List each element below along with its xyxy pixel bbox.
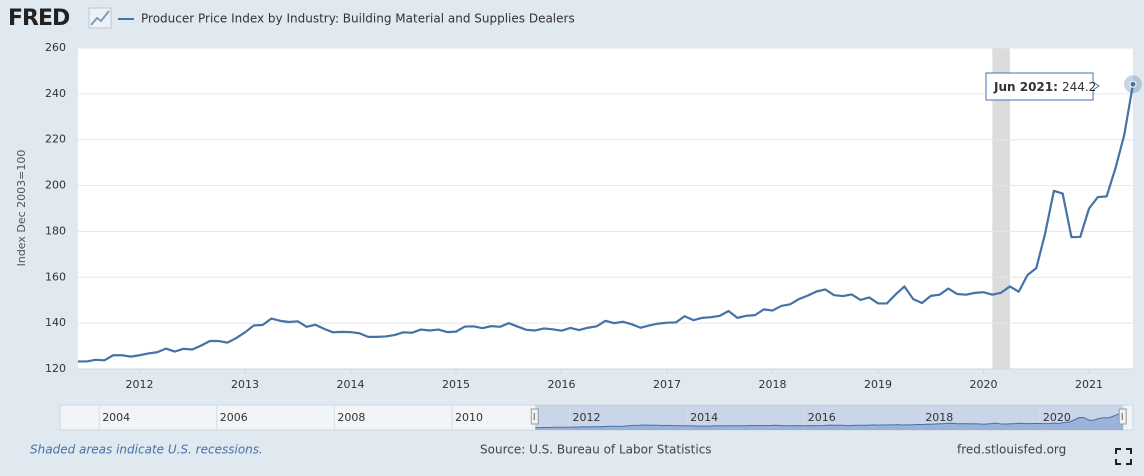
navigator-tick-label: 2006	[220, 411, 248, 424]
navigator-tick-label: 2016	[808, 411, 836, 424]
recession-note: Shaded areas indicate U.S. recessions.	[30, 443, 263, 457]
tooltip-value: 244.2	[1062, 80, 1096, 94]
tooltip-text: Jun 2021: 244.2	[993, 80, 1096, 94]
navigator-tick-label: 2012	[573, 411, 601, 424]
y-tick-label: 220	[45, 133, 66, 146]
x-tick-label: 2019	[864, 378, 892, 391]
x-tick-label: 2015	[442, 378, 470, 391]
plot-area	[78, 48, 1133, 369]
x-tick-label: 2018	[759, 378, 787, 391]
logo: FRED	[8, 6, 70, 31]
hover-point	[1129, 80, 1137, 88]
x-tick-label: 2016	[548, 378, 576, 391]
navigator-tick-label: 2004	[102, 411, 130, 424]
navigator: 2004 2006 2008 2010 2012 2014 2016 2018 2020	[59, 404, 1134, 431]
fullscreen-icon[interactable]	[1115, 448, 1132, 465]
x-tick-label: 2020	[970, 378, 998, 391]
navigator-line	[535, 410, 1124, 429]
legend-label: Producer Price Index by Industry: Buildi…	[141, 12, 575, 26]
navigator-tick-label: 2018	[925, 411, 953, 424]
x-tick-label: 2012	[126, 378, 154, 391]
data-line	[78, 84, 1135, 363]
x-tick-label: 2021	[1075, 378, 1103, 391]
navigator-tick-label: 2014	[690, 411, 718, 424]
y-tick-label: 120	[45, 362, 66, 375]
x-tick-label: 2013	[231, 378, 259, 391]
y-tick-label: 160	[45, 270, 66, 283]
navigator-area	[535, 411, 1124, 430]
x-tick-label: 2017	[653, 378, 681, 391]
site: fred.stlouisfed.org	[957, 443, 1066, 457]
tooltip-label: Jun 2021:	[993, 80, 1058, 94]
x-tick-label: 2014	[337, 378, 365, 391]
navigator-tick-label: 2008	[337, 411, 365, 424]
y-tick-label: 240	[45, 87, 66, 100]
navigator-tick-label: 2010	[455, 411, 483, 424]
y-tick-label: 140	[45, 316, 66, 329]
source: Source: U.S. Bureau of Labor Statistics	[480, 443, 712, 457]
y-tick-label: 200	[45, 179, 66, 192]
tooltip-box	[985, 72, 1100, 101]
navigator-tick-label: 2020	[1043, 411, 1071, 424]
y-tick-label: 180	[45, 224, 66, 237]
logo-icon	[88, 7, 112, 29]
y-axis-label: Index Dec 2003=100	[15, 150, 28, 267]
y-tick-label: 260	[45, 41, 66, 54]
